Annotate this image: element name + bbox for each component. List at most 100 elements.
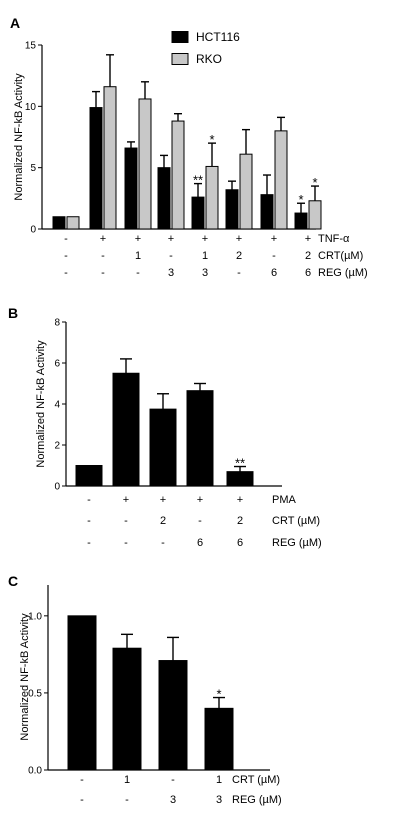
condition-value: + [135, 233, 141, 245]
condition-value: - [101, 250, 105, 262]
condition-value: + [100, 233, 106, 245]
bar-value-3 [158, 660, 188, 771]
panel-letter: B [8, 305, 18, 321]
condition-value: 1 [202, 250, 208, 262]
condition-value: - [87, 494, 91, 506]
condition-value: + [202, 233, 208, 245]
y-tick-label: 2 [54, 441, 60, 452]
bar-value-4 [186, 390, 214, 487]
bar-rko-8 [308, 200, 322, 230]
y-axis-label: Normalized NF-kB Activity [13, 73, 25, 201]
y-tick-label: 5 [30, 163, 36, 174]
bar-value-4 [204, 707, 234, 771]
bar-hct116-2 [89, 107, 103, 230]
condition-value: - [161, 537, 165, 549]
condition-value: - [171, 774, 175, 786]
condition-label: CRT (µM) [232, 774, 280, 786]
legend-swatch-hct116 [171, 31, 189, 43]
condition-value: 6 [237, 537, 243, 549]
condition-value: - [124, 515, 128, 527]
legend-label: RKO [196, 52, 222, 66]
bar-hct116-1 [52, 216, 66, 230]
condition-value: - [101, 267, 105, 279]
condition-value: 2 [237, 515, 243, 527]
condition-value: 2 [236, 250, 242, 262]
condition-value: 3 [216, 794, 222, 806]
significance-star: * [216, 687, 221, 702]
panel-letter: A [10, 15, 20, 31]
bar-rko-3 [138, 98, 152, 230]
panel-letter: C [8, 573, 18, 589]
condition-value: + [168, 233, 174, 245]
condition-value: - [64, 250, 68, 262]
bar-rko-5 [205, 165, 219, 230]
bar-value-2 [112, 647, 142, 771]
condition-value: - [87, 537, 91, 549]
condition-value: 6 [197, 537, 203, 549]
condition-value: 1 [124, 774, 130, 786]
condition-value: - [64, 233, 68, 245]
condition-label: REG (µM) [272, 537, 322, 549]
condition-label: TNF-α [318, 233, 350, 245]
y-tick-label: 10 [25, 102, 37, 113]
bar-rko-6 [239, 153, 253, 230]
condition-value: + [305, 233, 311, 245]
condition-value: 1 [135, 250, 141, 262]
bar-value-5 [226, 471, 254, 487]
condition-value: + [160, 494, 166, 506]
y-tick-label: 0 [30, 225, 36, 236]
significance-star: * [209, 132, 214, 147]
y-tick-label: 0.0 [28, 766, 42, 777]
y-tick-label: 6 [54, 359, 60, 370]
bar-value-1 [75, 465, 103, 487]
condition-label: PMA [272, 494, 297, 506]
condition-value: - [125, 794, 129, 806]
bar-hct116-8 [294, 212, 308, 230]
bar-value-2 [112, 372, 140, 487]
significance-star: ** [235, 456, 245, 471]
condition-value: 6 [305, 267, 311, 279]
y-tick-label: 1.0 [28, 611, 42, 622]
condition-value: - [237, 267, 241, 279]
condition-value: + [236, 233, 242, 245]
condition-value: 2 [160, 515, 166, 527]
y-tick-label: 4 [54, 400, 60, 411]
bar-hct116-5 [191, 196, 205, 230]
condition-value: 3 [168, 267, 174, 279]
condition-value: - [136, 267, 140, 279]
condition-value: 3 [170, 794, 176, 806]
y-tick-label: 0.5 [28, 688, 42, 699]
bar-value-3 [149, 408, 177, 487]
legend-swatch-rko [171, 53, 189, 65]
condition-value: - [272, 250, 276, 262]
y-tick-label: 8 [54, 318, 60, 329]
significance-star: * [312, 175, 317, 190]
bar-rko-7 [274, 130, 288, 230]
y-tick-label: 15 [25, 41, 37, 52]
condition-label: CRT(µM) [318, 250, 363, 262]
bar-rko-4 [171, 120, 185, 230]
condition-value: - [64, 267, 68, 279]
condition-value: - [124, 537, 128, 549]
panel-b-chart: B Normalized NF-kB Activity 0 2 4 6 8 ** - + + + + PM… [8, 305, 322, 549]
condition-value: + [271, 233, 277, 245]
bar-rko-2 [103, 86, 117, 230]
condition-value: + [197, 494, 203, 506]
condition-value: - [80, 774, 84, 786]
condition-value: + [123, 494, 129, 506]
bar-rko-1 [66, 216, 80, 230]
bar-hct116-4 [157, 167, 171, 230]
condition-value: + [237, 494, 243, 506]
significance-star: ** [193, 173, 203, 188]
y-axis-label: Normalized NF-kB Activity [19, 613, 31, 741]
significance-star: * [298, 192, 303, 207]
condition-value: - [80, 794, 84, 806]
condition-label: CRT (µM) [272, 515, 320, 527]
condition-value: - [198, 515, 202, 527]
bar-value-1 [67, 615, 97, 771]
condition-value: 1 [216, 774, 222, 786]
condition-label: REG (µM) [318, 267, 368, 279]
condition-label: REG (µM) [232, 794, 282, 806]
